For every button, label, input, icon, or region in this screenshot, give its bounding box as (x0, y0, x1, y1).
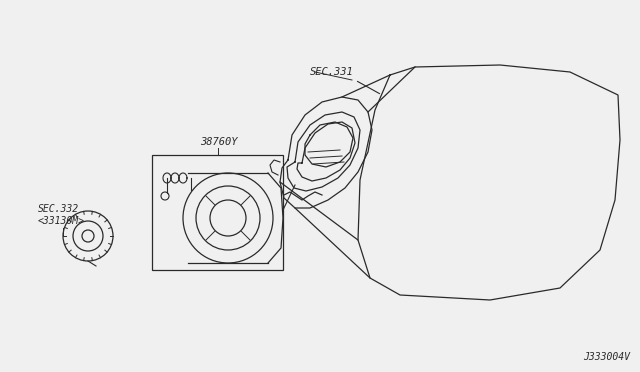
Text: J333004V: J333004V (583, 352, 630, 362)
Text: 38760Y: 38760Y (200, 137, 237, 147)
Bar (152, 155, 283, 270)
Text: SEC.331: SEC.331 (310, 67, 354, 77)
Text: SEC.332
<33130M>: SEC.332 <33130M> (38, 204, 85, 226)
